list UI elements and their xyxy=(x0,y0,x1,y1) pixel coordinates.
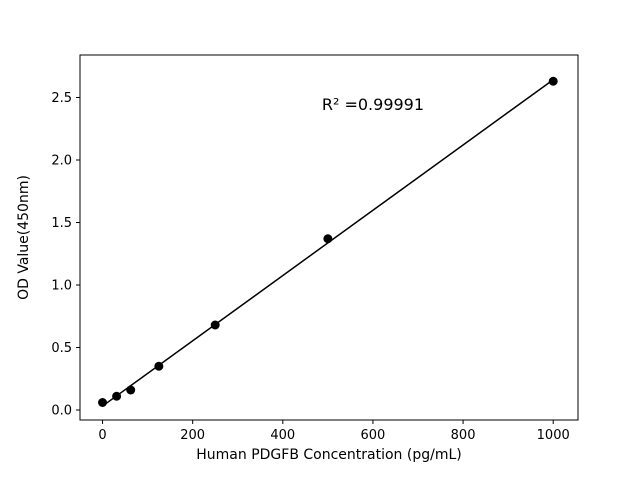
y-tick-label: 2.0 xyxy=(51,154,72,169)
r-squared-annotation: R² =0.99991 xyxy=(322,95,424,114)
y-axis-label: OD Value(450nm) xyxy=(16,175,32,300)
y-tick-label: 2.5 xyxy=(51,91,72,106)
x-tick-label: 800 xyxy=(451,428,476,443)
y-tick-label: 1.0 xyxy=(51,279,72,294)
y-tick-label: 0.0 xyxy=(51,404,72,419)
x-tick-label: 400 xyxy=(270,428,295,443)
x-tick-label: 1000 xyxy=(537,428,570,443)
y-tick-label: 0.5 xyxy=(51,341,72,356)
x-tick-label: 200 xyxy=(180,428,205,443)
data-point xyxy=(323,234,333,244)
data-point xyxy=(112,391,122,401)
plot-frame xyxy=(79,54,579,421)
x-tick-label: 600 xyxy=(361,428,386,443)
data-point xyxy=(210,320,220,330)
data-point xyxy=(126,385,136,395)
data-point xyxy=(154,361,164,371)
x-tick-label: 0 xyxy=(98,428,106,443)
plot-area: 0 200 400 600 800 1000 0.0 0.5 1.0 1.5 2.0 2.5 xyxy=(51,54,579,443)
data-point xyxy=(548,76,558,86)
x-axis-label: Human PDGFB Concentration (pg/mL) xyxy=(196,447,461,463)
y-tick-label: 1.5 xyxy=(51,216,72,231)
data-point xyxy=(98,398,108,407)
